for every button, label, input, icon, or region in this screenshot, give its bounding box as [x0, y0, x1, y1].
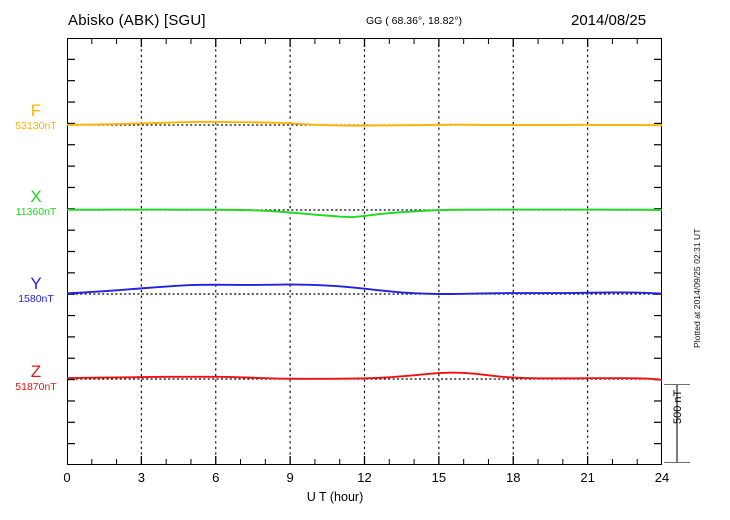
- component-symbol-f: F: [30, 101, 42, 120]
- x-axis-tick-12: 12: [357, 470, 372, 485]
- magnetogram-chart: [67, 38, 662, 465]
- component-symbol-y: Y: [30, 274, 42, 293]
- x-axis-tick-15: 15: [431, 470, 447, 485]
- component-label-y: Y 1580nT: [8, 275, 64, 306]
- x-axis-tick-24: 24: [654, 470, 670, 485]
- scale-bar-label: 500 nT: [672, 389, 684, 424]
- x-axis-tick-18: 18: [506, 470, 521, 485]
- x-axis-tick-9: 9: [286, 470, 294, 485]
- x-axis-title: U T (hour): [0, 490, 730, 504]
- plotted-at-timestamp: Plotted at 2014/09/25 02:31 UT: [692, 228, 702, 348]
- component-baseline-z: 51870nT: [15, 381, 57, 393]
- page-title: Abisko (ABK) [SGU]: [68, 12, 206, 29]
- x-axis-tick-6: 6: [212, 470, 220, 485]
- component-label-z: Z 51870nT: [8, 363, 64, 394]
- component-baseline-y: 1580nT: [18, 293, 54, 305]
- x-axis-tick-0: 0: [63, 470, 71, 485]
- component-symbol-z: Z: [30, 362, 42, 381]
- scale-bar: [676, 385, 678, 463]
- observation-date: 2014/08/25: [571, 12, 647, 29]
- component-baseline-f: 53130nT: [15, 120, 57, 132]
- x-axis-title-text: U T (hour): [306, 490, 364, 504]
- component-symbol-x: X: [30, 187, 42, 206]
- scale-bar-top-cap: [664, 384, 690, 386]
- component-label-x: X 11360nT: [8, 188, 64, 219]
- x-axis-tick-3: 3: [137, 470, 145, 485]
- component-label-f: F 53130nT: [8, 102, 64, 133]
- component-baseline-x: 11360nT: [15, 206, 57, 218]
- scale-bar-bottom-cap: [664, 462, 690, 464]
- x-axis-tick-21: 21: [580, 470, 595, 485]
- geographic-coordinates: GG ( 68.36°, 18.82°): [366, 15, 462, 27]
